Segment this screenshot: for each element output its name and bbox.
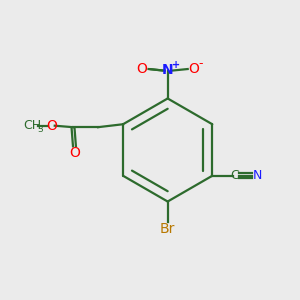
Text: O: O [136,62,148,76]
Text: N: N [253,169,262,182]
Text: N: N [162,64,173,77]
Text: +: + [172,60,180,70]
Text: -: - [198,57,203,70]
Text: CH: CH [24,119,42,132]
Text: O: O [188,62,199,76]
Text: O: O [46,119,57,133]
Text: 3: 3 [38,125,43,134]
Text: Br: Br [160,222,176,236]
Text: O: O [69,146,80,160]
Text: C: C [230,169,239,182]
